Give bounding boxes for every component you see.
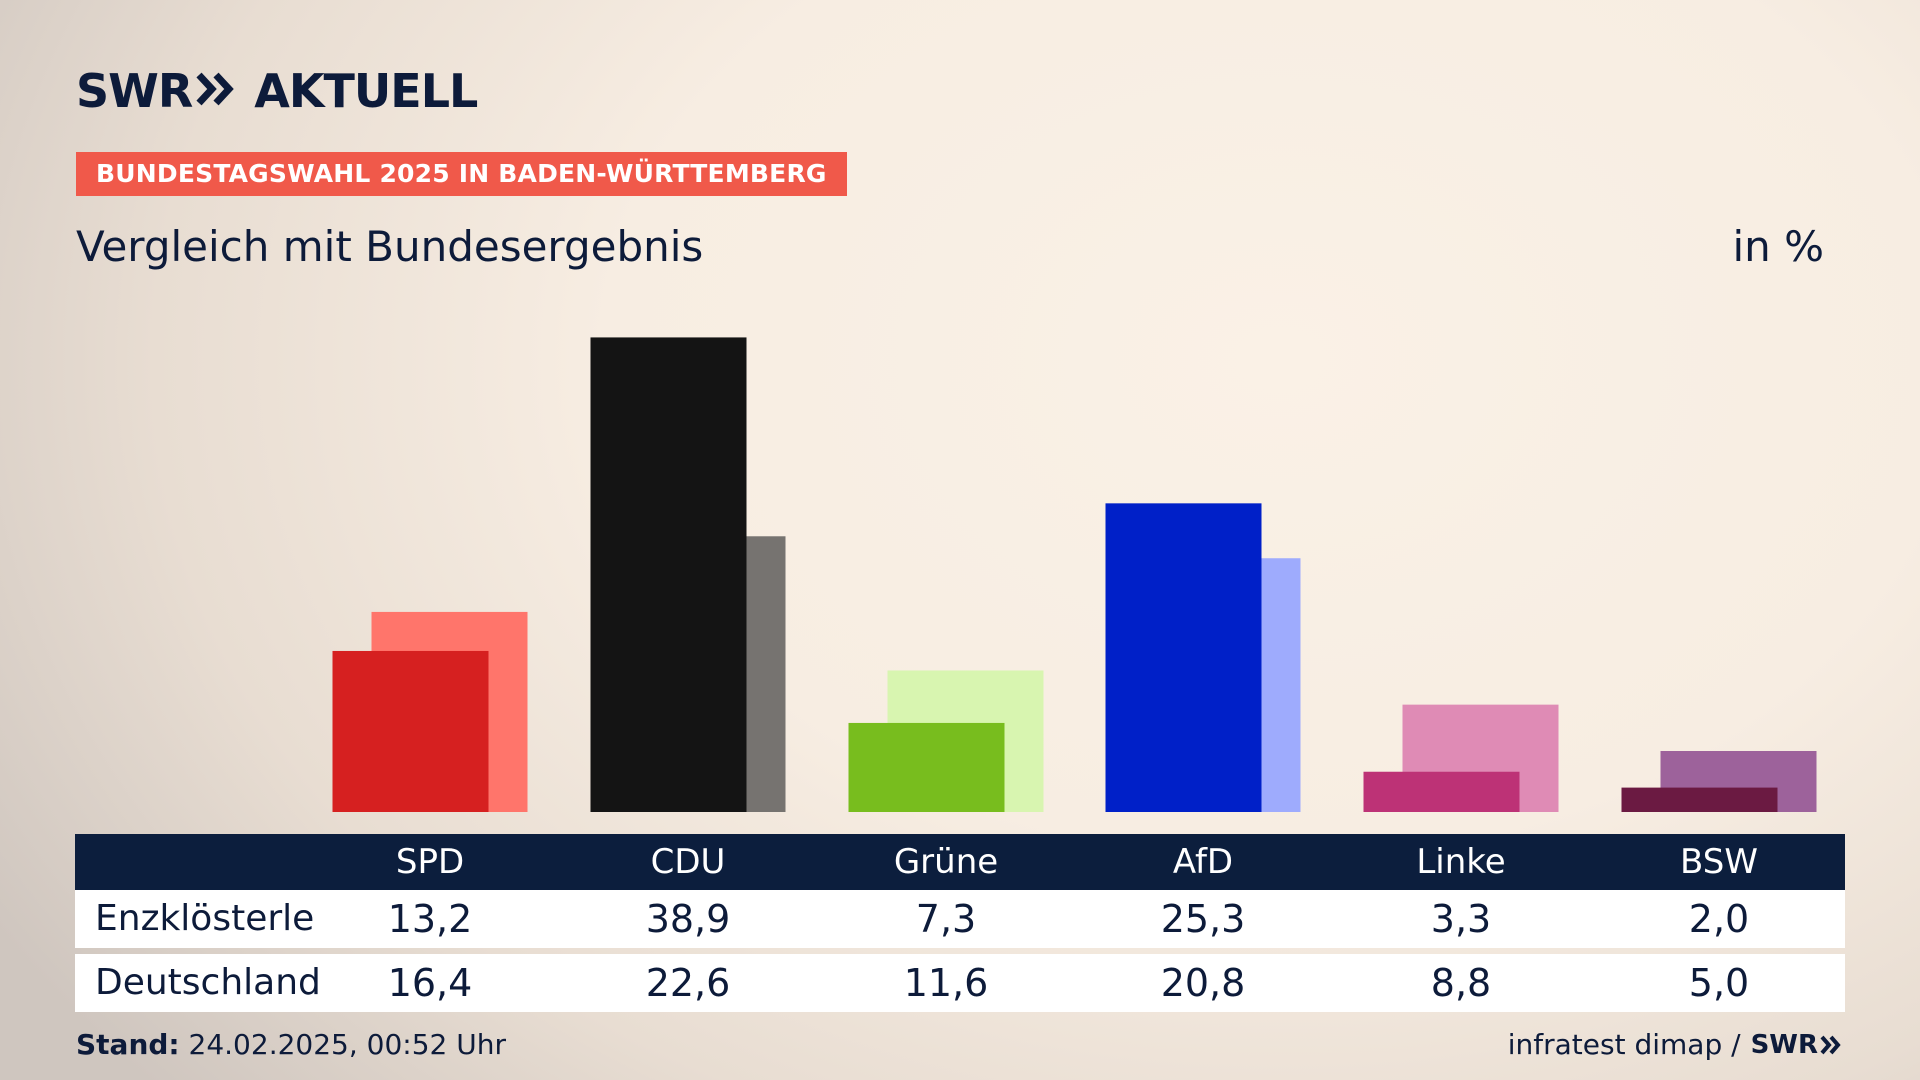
stand-label: Stand: (76, 1028, 180, 1061)
table-cell: 22,6 (645, 961, 731, 1005)
stand-value: 24.02.2025, 00:52 Uhr (188, 1028, 506, 1061)
election-badge: BUNDESTAGSWAHL 2025 IN BADEN-WÜRTTEMBERG (76, 152, 847, 196)
timestamp: Stand: 24.02.2025, 00:52 Uhr (76, 1028, 506, 1061)
unit-label: in % (1732, 222, 1824, 271)
column-header-cdu: CDU (650, 842, 726, 882)
table-cell: 13,2 (387, 897, 473, 941)
column-header-linke: Linke (1416, 842, 1506, 882)
bar-chart (332, 337, 1817, 812)
table-cell: 25,3 (1160, 897, 1246, 941)
table-row: Enzklösterle 13,2 38,9 7,3 25,3 3,3 2,0 (75, 890, 1845, 948)
swr-aktuell-logo: SWR AKTUELL (76, 64, 478, 118)
column-header-grüne: Grüne (893, 842, 999, 882)
logo-swr-text: SWR (76, 64, 193, 118)
table-cell: 8,8 (1430, 961, 1492, 1005)
table-cell: 20,8 (1160, 961, 1246, 1005)
bar-enzkloesterle-linke (1363, 771, 1520, 812)
bar-enzkloesterle-grüne (848, 722, 1005, 812)
table-cell: 38,9 (645, 897, 731, 941)
bar-enzkloesterle-cdu (590, 337, 747, 812)
column-header-afd: AfD (1172, 842, 1234, 882)
table-cell: 16,4 (387, 961, 473, 1005)
table-cell: 5,0 (1688, 961, 1750, 1005)
double-chevron-right-icon (196, 72, 236, 110)
table-cell: 3,3 (1430, 897, 1492, 941)
table-cell: 2,0 (1688, 897, 1750, 941)
column-header-bsw: BSW (1680, 842, 1758, 882)
small-logo-text: SWR (1750, 1029, 1818, 1060)
table-row: Deutschland 16,4 22,6 11,6 20,8 8,8 5,0 (75, 954, 1845, 1012)
bar-enzkloesterle-bsw (1621, 787, 1778, 812)
table-cell: 11,6 (903, 961, 989, 1005)
logo-aktuell-text: AKTUELL (254, 64, 478, 118)
double-chevron-right-icon (1820, 1035, 1841, 1054)
table-header: SPD CDU Grüne AfD Linke BSW (75, 834, 1845, 890)
results-table: SPD CDU Grüne AfD Linke BSW Enzklösterle 13,2… (75, 834, 1845, 1012)
bar-enzkloesterle-afd (1105, 503, 1262, 812)
source-credit: infratest dimap / SWR (1508, 1028, 1842, 1061)
source-text: infratest dimap / (1507, 1028, 1741, 1061)
chart-subtitle: Vergleich mit Bundesergebnis (76, 222, 704, 271)
column-header-spd: SPD (395, 842, 465, 882)
row-label: Enzklösterle (95, 898, 315, 939)
row-label: Deutschland (95, 962, 321, 1003)
swr-small-logo: SWR (1751, 1030, 1842, 1060)
table-cell: 7,3 (915, 897, 977, 941)
bar-enzkloesterle-spd (332, 650, 489, 812)
